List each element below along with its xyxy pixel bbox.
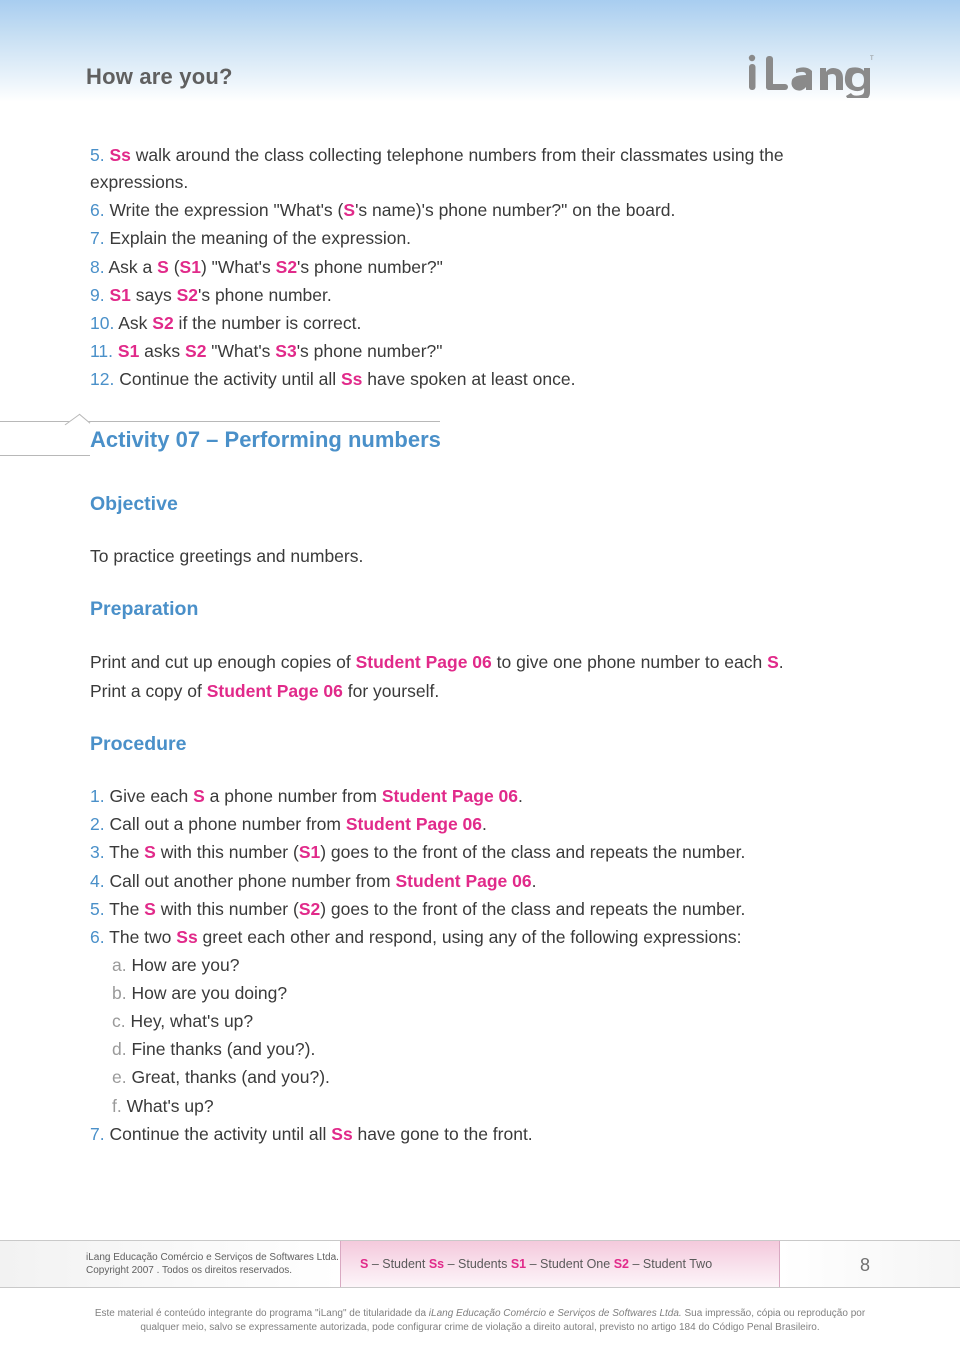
step-number: 5.	[90, 899, 109, 919]
expression-sublist: a. How are you?b. How are you doing?c. H…	[112, 952, 870, 1120]
step-row: 10. Ask S2 if the number is correct.	[90, 310, 870, 337]
footer-bar: iLang Educação Comércio e Serviços de So…	[0, 1240, 960, 1288]
ilang-logo: TM	[744, 52, 874, 98]
step-number: 3.	[90, 842, 109, 862]
procedure-heading: Procedure	[90, 729, 870, 759]
expression-item: a. How are you?	[112, 952, 870, 979]
preparation-line: Print a copy of Student Page 06 for your…	[90, 678, 870, 705]
page-title: How are you?	[86, 64, 233, 90]
svg-text:TM: TM	[870, 56, 874, 62]
step-number: 6.	[90, 200, 109, 220]
preparation-heading: Preparation	[90, 594, 870, 624]
activity-title: Activity 07 – Performing numbers	[90, 423, 449, 457]
step-number: 6.	[90, 927, 109, 947]
procedure-tail: 7. Continue the activity until all Ss ha…	[90, 1121, 870, 1148]
step-row: 7. Explain the meaning of the expression…	[90, 225, 870, 252]
footer-copyright: iLang Educação Comércio e Serviços de So…	[86, 1251, 339, 1277]
preparation-line: Print and cut up enough copies of Studen…	[90, 649, 870, 676]
activity-header: Activity 07 – Performing numbers	[0, 421, 870, 461]
step-number: 7.	[90, 228, 109, 248]
step-number: 11.	[90, 341, 118, 361]
expression-item: c. Hey, what's up?	[112, 1008, 870, 1035]
step-number: 2.	[90, 814, 109, 834]
step-row: 11. S1 asks S2 "What's S3's phone number…	[90, 338, 870, 365]
step-row: 8. Ask a S (S1) "What's S2's phone numbe…	[90, 254, 870, 281]
step-row: 2. Call out a phone number from Student …	[90, 811, 870, 838]
step-row: 12. Continue the activity until all Ss h…	[90, 366, 870, 393]
expression-item: b. How are you doing?	[112, 980, 870, 1007]
procedure-list: 1. Give each S a phone number from Stude…	[90, 783, 870, 951]
step-row: 5. Ss walk around the class collecting t…	[90, 142, 870, 196]
step-row: 1. Give each S a phone number from Stude…	[90, 783, 870, 810]
step-row: 9. S1 says S2's phone number.	[90, 282, 870, 309]
page-number: 8	[860, 1255, 870, 1276]
step-number: 12.	[90, 369, 119, 389]
steps-continued-list: 5. Ss walk around the class collecting t…	[90, 142, 870, 393]
step-number: 5.	[90, 145, 109, 165]
footer-disclaimer: Este material é conteúdo integrante do p…	[0, 1307, 960, 1334]
expression-item: d. Fine thanks (and you?).	[112, 1036, 870, 1063]
step-number: 7.	[90, 1124, 109, 1144]
objective-text: To practice greetings and numbers.	[90, 543, 870, 570]
step-number: 9.	[90, 285, 109, 305]
step-number: 4.	[90, 871, 109, 891]
expression-item: f. What's up?	[112, 1093, 870, 1120]
step-number: 10.	[90, 313, 118, 333]
step-row: 7. Continue the activity until all Ss ha…	[90, 1121, 870, 1148]
step-row: 6. The two Ss greet each other and respo…	[90, 924, 870, 951]
step-number: 1.	[90, 786, 109, 806]
preparation-body: Print and cut up enough copies of Studen…	[90, 649, 870, 705]
footer-legend: S – Student Ss – Students S1 – Student O…	[360, 1257, 712, 1271]
objective-heading: Objective	[90, 489, 870, 519]
step-row: 6. Write the expression "What's (S's nam…	[90, 197, 870, 224]
step-number: 8.	[90, 257, 109, 277]
expression-item: e. Great, thanks (and you?).	[112, 1064, 870, 1091]
main-content: 5. Ss walk around the class collecting t…	[0, 102, 960, 1148]
step-row: 5. The S with this number (S2) goes to t…	[90, 896, 870, 923]
step-row: 4. Call out another phone number from St…	[90, 868, 870, 895]
step-row: 3. The S with this number (S1) goes to t…	[90, 839, 870, 866]
